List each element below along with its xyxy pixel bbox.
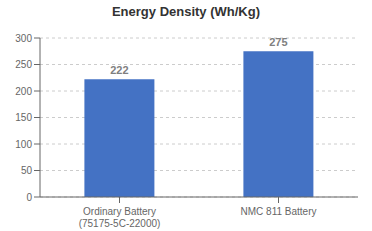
- svg-text:150: 150: [15, 112, 32, 123]
- svg-text:300: 300: [15, 33, 32, 44]
- svg-text:250: 250: [15, 59, 32, 70]
- svg-text:275: 275: [269, 36, 287, 48]
- svg-text:0: 0: [26, 192, 32, 203]
- html-text:Energy Density (Wh/Kg): Energy Density (Wh/Kg): [112, 4, 260, 19]
- svg-text:222: 222: [110, 64, 128, 76]
- svg-text:NMC 811 Battery: NMC 811 Battery: [241, 206, 317, 217]
- svg-text:200: 200: [15, 86, 32, 97]
- svg-text:100: 100: [15, 139, 32, 150]
- svg-text:Ordinary Battery(75175-5C-2200: Ordinary Battery(75175-5C-22000): [79, 206, 161, 229]
- svg-text:50: 50: [21, 165, 33, 176]
